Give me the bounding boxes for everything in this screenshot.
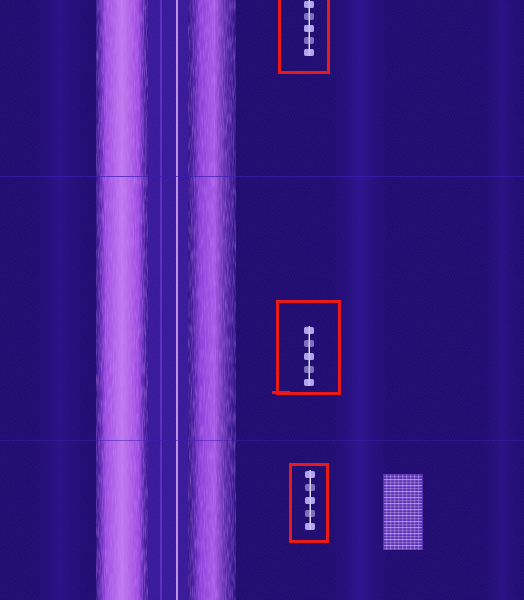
burst-signal <box>383 474 423 550</box>
signal-trace-2 <box>304 326 314 386</box>
detection-box-1[interactable] <box>278 0 330 74</box>
detection-box-2-tick <box>272 391 290 394</box>
signal-trace-1 <box>304 0 314 56</box>
detection-box-2[interactable] <box>276 300 341 395</box>
detection-box-3[interactable] <box>289 463 329 543</box>
signal-trace-3 <box>305 470 315 530</box>
